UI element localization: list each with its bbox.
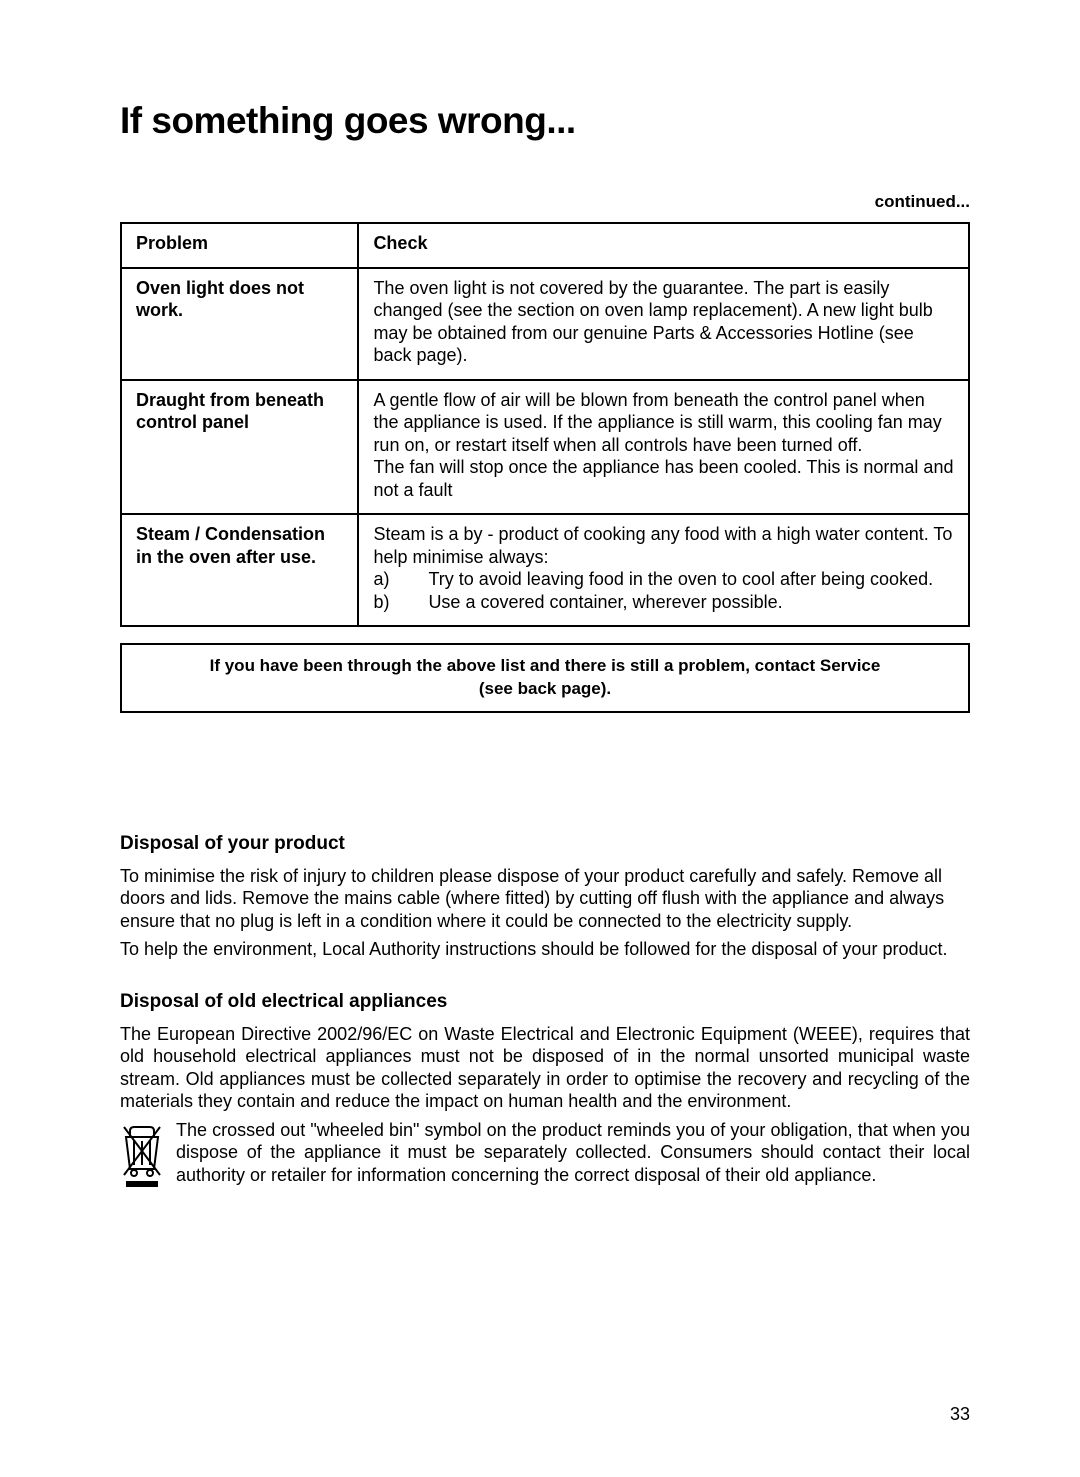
- section-heading: Disposal of your product: [120, 833, 970, 855]
- problem-cell: Steam / Condensation in the oven after u…: [121, 514, 358, 626]
- continued-label: continued...: [120, 192, 970, 212]
- service-notice: If you have been through the above list …: [120, 643, 970, 713]
- check-letter: b): [373, 591, 428, 614]
- disposal-product-section: Disposal of your product To minimise the…: [120, 833, 970, 961]
- section-heading: Disposal of old electrical appliances: [120, 991, 970, 1013]
- page-title: If something goes wrong...: [120, 100, 970, 142]
- check-text: Use a covered container, wherever possib…: [428, 591, 933, 614]
- problem-cell: Draught from beneath control panel: [121, 380, 358, 515]
- problem-cell: Oven light does not work.: [121, 268, 358, 380]
- check-paragraph: The fan will stop once the appliance has…: [373, 456, 954, 501]
- table-row: Draught from beneath control panel A gen…: [121, 380, 969, 515]
- check-item: a) Try to avoid leaving food in the oven…: [373, 568, 933, 591]
- check-intro: Steam is a by - product of cooking any f…: [373, 523, 954, 568]
- crossed-out-bin-icon: [120, 1121, 164, 1191]
- page: If something goes wrong... continued... …: [0, 0, 1080, 1477]
- table-row: Steam / Condensation in the oven after u…: [121, 514, 969, 626]
- header-problem: Problem: [121, 223, 358, 268]
- notice-line: If you have been through the above list …: [142, 655, 948, 678]
- header-check: Check: [358, 223, 969, 268]
- weee-block: The crossed out "wheeled bin" symbol on …: [120, 1119, 970, 1191]
- section-paragraph: The European Directive 2002/96/EC on Was…: [120, 1023, 970, 1113]
- notice-line: (see back page).: [142, 678, 948, 701]
- check-cell: Steam is a by - product of cooking any f…: [358, 514, 969, 626]
- table-row: Oven light does not work. The oven light…: [121, 268, 969, 380]
- table-header-row: Problem Check: [121, 223, 969, 268]
- section-paragraph: To help the environment, Local Authority…: [120, 938, 970, 961]
- weee-text: The crossed out "wheeled bin" symbol on …: [176, 1119, 970, 1191]
- check-cell: The oven light is not covered by the gua…: [358, 268, 969, 380]
- check-item: b) Use a covered container, wherever pos…: [373, 591, 933, 614]
- check-cell: A gentle flow of air will be blown from …: [358, 380, 969, 515]
- page-number: 33: [950, 1404, 970, 1425]
- check-letter: a): [373, 568, 428, 591]
- section-paragraph: To minimise the risk of injury to childr…: [120, 865, 970, 933]
- check-text: Try to avoid leaving food in the oven to…: [428, 568, 933, 591]
- troubleshoot-table: Problem Check Oven light does not work. …: [120, 222, 970, 627]
- disposal-electrical-section: Disposal of old electrical appliances Th…: [120, 991, 970, 1191]
- check-paragraph: A gentle flow of air will be blown from …: [373, 389, 954, 457]
